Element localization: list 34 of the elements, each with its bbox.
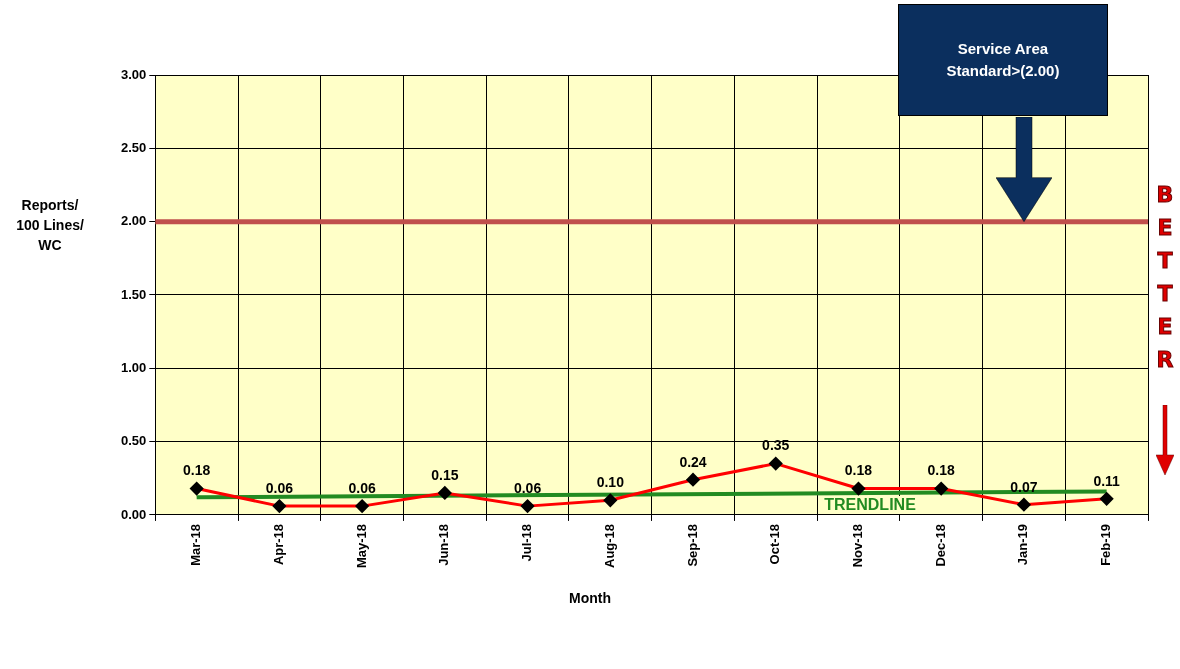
x-tick-label: May-18 <box>353 523 369 568</box>
x-axis-title: Month <box>568 590 612 606</box>
x-tick-label: Apr-18 <box>270 523 286 566</box>
x-tick-label: Jun-18 <box>436 523 452 566</box>
data-label: 0.18 <box>844 462 873 479</box>
x-tick-label: Oct-18 <box>767 523 783 565</box>
callout-box: Service Area Standard>(2.00) <box>897 4 1108 116</box>
data-label: 0.18 <box>927 462 956 479</box>
data-label: 0.18 <box>183 462 211 479</box>
x-tick-label: Sep-18 <box>684 523 700 567</box>
data-label: 0.10 <box>596 474 625 491</box>
data-label: 0.06 <box>348 479 376 496</box>
x-tick-label: Jan-19 <box>1015 523 1031 566</box>
y-tick-label: 3.00 <box>120 66 147 82</box>
data-label: 0.11 <box>1093 472 1121 489</box>
series-label: TRENDLINE <box>824 496 917 514</box>
y-tick-label: 0.00 <box>120 506 147 522</box>
y-tick-label: 2.50 <box>120 139 147 155</box>
data-label: 0.06 <box>265 479 294 496</box>
y-tick-label: 1.00 <box>120 359 147 375</box>
text: BETTER <box>1155 181 1175 374</box>
data-label: 0.15 <box>431 466 459 483</box>
y-tick-label: 1.50 <box>120 286 147 302</box>
y-axis-title: Reports/ 100 Lines/ WC <box>15 196 85 255</box>
x-tick-label: Mar-18 <box>188 523 204 566</box>
x-tick-label: Jul-18 <box>519 523 535 562</box>
data-label: 0.24 <box>679 453 707 470</box>
y-tick-label: 2.00 <box>120 213 147 229</box>
x-tick-label: Dec-18 <box>932 523 948 567</box>
y-tick-label: 0.50 <box>120 433 147 449</box>
data-label: 0.06 <box>513 479 542 496</box>
x-tick-label: Feb-19 <box>1098 523 1114 566</box>
x-tick-label: Aug-18 <box>601 523 617 568</box>
x-tick-label: Nov-18 <box>850 523 866 568</box>
